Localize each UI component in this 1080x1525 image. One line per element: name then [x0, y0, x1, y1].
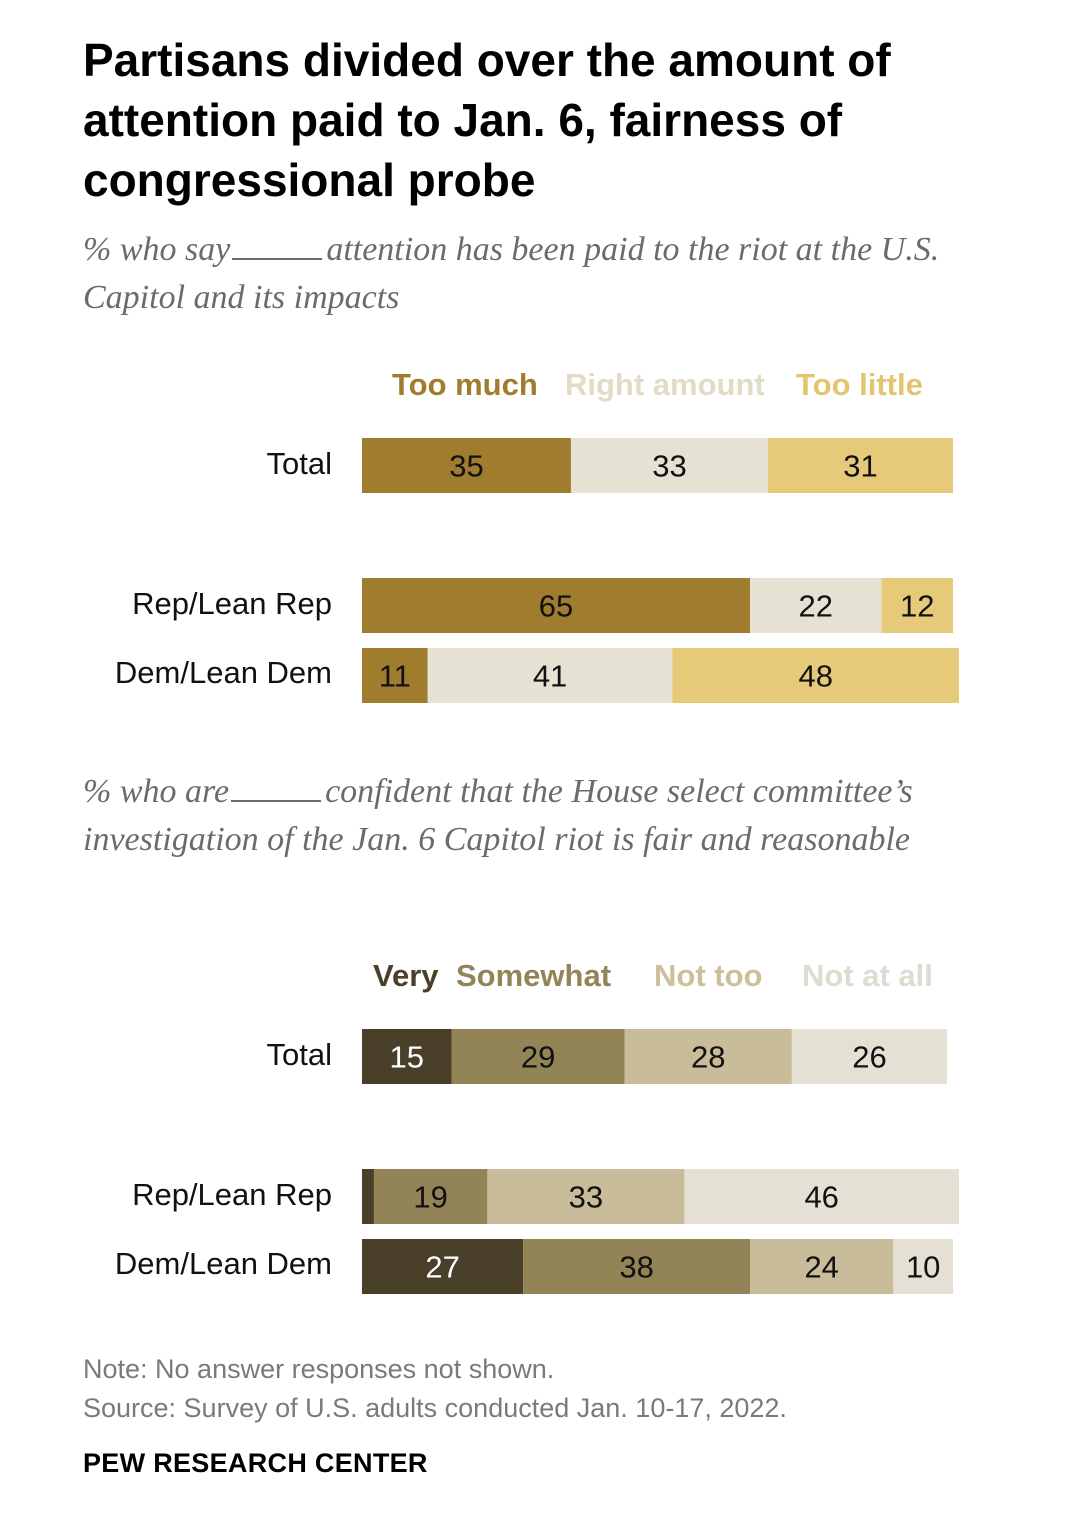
bar-rep-lean-rep-not-at-all: [684, 1169, 959, 1224]
value-label-rep-lean-rep-right-amount: 22: [798, 589, 832, 624]
bar-dem-lean-dem-not-at-all: [893, 1239, 954, 1294]
subtitle-attention: % who say attention has been paid to the …: [83, 226, 983, 322]
value-label-rep-lean-rep-somewhat: 19: [413, 1180, 447, 1215]
row-label-total-2: Total: [266, 1037, 332, 1072]
bar-dem-lean-dem-very: [362, 1239, 524, 1294]
blank-line: [232, 234, 323, 260]
subtitle-attention-before: % who say: [83, 231, 231, 268]
bar-rep-lean-rep-somewhat: [373, 1169, 488, 1224]
value-label-total-not-too: 28: [691, 1040, 725, 1075]
legend-right-amount: Right amount: [565, 367, 765, 402]
bar-dem-lean-dem-too-little: [672, 648, 959, 703]
bar-dem-lean-dem-right-amount: [427, 648, 673, 703]
legend-somewhat: Somewhat: [456, 958, 612, 993]
value-label-dem-lean-dem-somewhat: 38: [619, 1250, 653, 1285]
value-label-rep-lean-rep-too-little: 12: [900, 589, 934, 624]
legend-very: Very: [373, 958, 439, 993]
value-label-total-too-much: 35: [449, 449, 483, 484]
value-label-rep-lean-rep-not-at-all: 46: [804, 1180, 838, 1215]
bar-rep-lean-rep-too-little: [881, 578, 954, 633]
legend-not-at-all: Not at all: [802, 958, 933, 993]
bar-dem-lean-dem-not-too: [750, 1239, 894, 1294]
value-label-total-too-little: 31: [843, 449, 877, 484]
value-label-dem-lean-dem-too-much: 11: [379, 659, 411, 694]
bar-rep-lean-rep-too-much: [362, 578, 751, 633]
note-text: Note: No answer responses not shown.: [83, 1354, 555, 1384]
bar-total-not-at-all: [791, 1029, 948, 1084]
value-label-dem-lean-dem-not-too: 24: [804, 1250, 838, 1285]
chart-title: Partisans divided over the amount of att…: [83, 34, 891, 206]
row-label-total-1: Total: [266, 446, 332, 481]
value-label-dem-lean-dem-very: 27: [425, 1250, 459, 1285]
subtitle-confidence-after: confident that the House select committe…: [83, 773, 913, 858]
attention-stacked-bar-chart: 35 33 31 65 22 12 11 41 48: [362, 438, 959, 703]
subtitle-confidence: % who are confident that the House select…: [83, 768, 983, 864]
value-label-dem-lean-dem-not-at-all: 10: [906, 1250, 940, 1285]
bar-total-too-much: [362, 438, 571, 493]
row-label-rep-1: Rep/Lean Rep: [132, 586, 332, 621]
value-label-dem-lean-dem-too-little: 48: [798, 659, 832, 694]
row-label-rep-2: Rep/Lean Rep: [132, 1177, 332, 1212]
value-label-total-very: 15: [390, 1040, 424, 1075]
bar-rep-lean-rep-right-amount: [750, 578, 882, 633]
bar-total-somewhat: [451, 1029, 625, 1084]
row-label-dem-2: Dem/Lean Dem: [114, 1246, 332, 1281]
bar-rep-lean-rep-not-too: [487, 1169, 685, 1224]
bar-total-too-little: [767, 438, 954, 493]
source-text: Source: Survey of U.S. adults conducted …: [83, 1393, 787, 1423]
value-label-dem-lean-dem-right-amount: 41: [533, 659, 567, 694]
value-label-total-right-amount: 33: [652, 449, 686, 484]
legend-too-little: Too little: [796, 367, 923, 402]
value-label-total-somewhat: 29: [521, 1040, 555, 1075]
blank-line: [231, 776, 322, 802]
confidence-stacked-bar-chart: 15 29 28 26 19 33 46 27 38 24 10: [362, 1029, 959, 1294]
pew-research-center-logo-text: PEW RESEARCH CENTER: [83, 1448, 428, 1478]
bar-dem-lean-dem-somewhat: [523, 1239, 751, 1294]
value-label-rep-lean-rep-not-too: 33: [569, 1180, 603, 1215]
bar-total-not-too: [624, 1029, 792, 1084]
subtitle-attention-after: attention has been paid to the riot at t…: [83, 231, 940, 316]
legend-not-too: Not too: [654, 958, 763, 993]
bar-total-very: [362, 1029, 452, 1084]
row-label-dem-1: Dem/Lean Dem: [114, 655, 332, 690]
value-label-total-not-at-all: 26: [852, 1040, 886, 1075]
legend-too-much: Too much: [392, 367, 538, 402]
value-label-rep-lean-rep-too-much: 65: [539, 589, 573, 624]
bar-dem-lean-dem-too-much: [362, 648, 428, 703]
bar-rep-lean-rep-very: [362, 1169, 374, 1224]
subtitle-confidence-before: % who are: [83, 773, 230, 810]
bar-total-right-amount: [570, 438, 768, 493]
